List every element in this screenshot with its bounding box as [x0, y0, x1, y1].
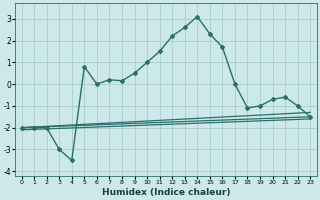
X-axis label: Humidex (Indice chaleur): Humidex (Indice chaleur) [102, 188, 230, 197]
